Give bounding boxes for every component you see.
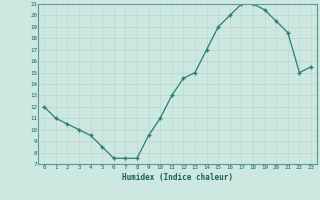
X-axis label: Humidex (Indice chaleur): Humidex (Indice chaleur): [122, 173, 233, 182]
